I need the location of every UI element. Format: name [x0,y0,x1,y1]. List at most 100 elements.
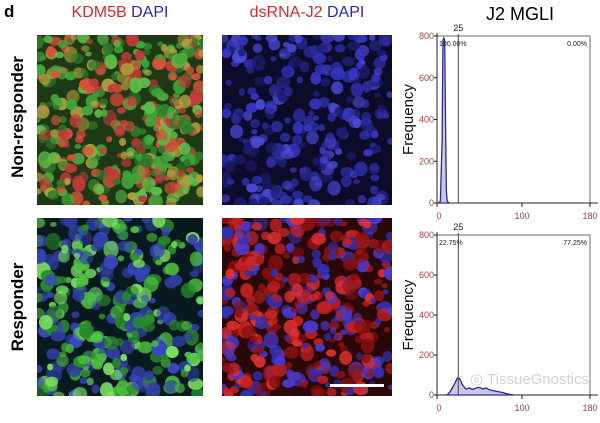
y-tick-label: 200 [419,156,434,166]
cell [183,158,191,167]
cell [245,160,257,172]
cell [345,198,356,205]
cell [71,311,80,319]
cell [269,186,279,196]
cell [284,361,293,370]
cell [121,52,132,61]
cell [328,160,338,169]
row-label-responder: Responder [8,262,27,352]
cell [373,367,385,379]
cell [378,35,392,47]
cell [111,94,124,107]
cell [143,101,156,114]
cell [320,77,331,87]
cell [188,35,195,39]
cell [275,272,284,281]
cell [106,136,113,143]
cell [263,331,279,349]
column-header-kdm5b: KDM5B DAPI [37,4,203,22]
cell [361,353,371,364]
cell [79,377,89,384]
cell [104,54,118,70]
cell [113,39,121,48]
cell [151,340,159,348]
cell [278,191,288,201]
cell [59,115,67,124]
cell [225,268,235,280]
cell [37,151,52,169]
cell [222,226,234,240]
cell [175,42,183,49]
cell [274,323,282,330]
cell [254,76,268,87]
cell [177,35,190,46]
cell [76,277,86,288]
cell [308,110,315,117]
cell [288,56,302,68]
cell [196,350,203,362]
cell [240,389,254,396]
cell [327,180,341,196]
cell [327,139,340,151]
cell [39,129,52,141]
cell [191,73,201,81]
cell [80,368,91,378]
cell [115,189,127,204]
cell [37,64,46,77]
cell [294,35,303,44]
cell [232,154,246,165]
cell [143,49,151,56]
cell [91,384,100,394]
cell [118,231,129,241]
cell [88,78,100,88]
cell [327,112,336,122]
cell [338,342,345,347]
cell [248,198,258,205]
cell [277,227,290,238]
cell [362,81,372,93]
cell [84,51,92,57]
gate-label-right: 0.00% [567,41,587,48]
cell [117,255,125,262]
cell [140,294,149,303]
cell [109,369,123,381]
cell [291,283,303,297]
cell [144,370,154,381]
cell [381,283,388,289]
cell [141,68,150,74]
cell [126,151,134,157]
cell [317,375,329,384]
cell [314,343,326,352]
cell [45,137,57,150]
cell [331,81,343,95]
cell [198,123,203,131]
cell [117,107,126,114]
cell [81,146,94,156]
cell [37,35,44,49]
cell [257,283,266,292]
cell [79,323,94,339]
cell [330,230,344,242]
cell [249,335,258,343]
cell [125,35,139,47]
cell [233,197,248,205]
cell [50,330,66,342]
cell [258,134,268,143]
gate-label-right: 77.25% [563,240,587,247]
cell [89,333,104,344]
cell [265,35,278,43]
cell [342,278,358,294]
cell [125,285,139,298]
cell [121,81,130,91]
cell [313,115,320,121]
cell [356,352,363,361]
cell [362,300,370,307]
cell [285,369,294,376]
cell [52,105,60,110]
cell [111,164,118,170]
cell [37,384,50,396]
cell [386,91,392,98]
cell [326,132,334,139]
cell [225,79,232,86]
cell [182,45,195,58]
